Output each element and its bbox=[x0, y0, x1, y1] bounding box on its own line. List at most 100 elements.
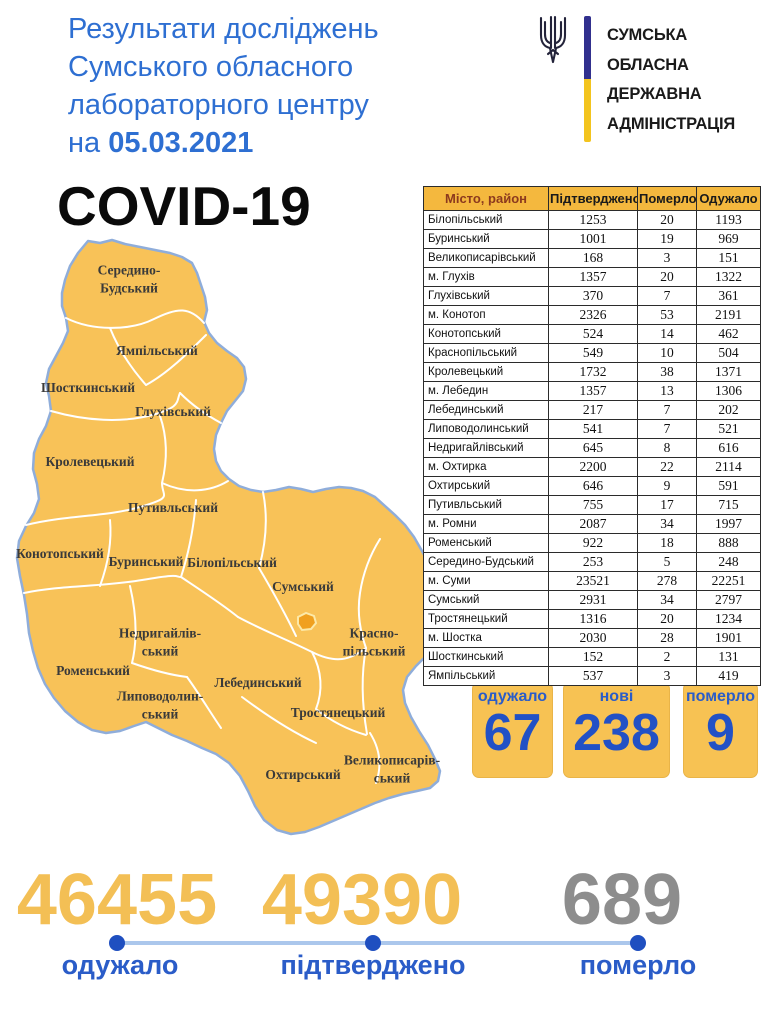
confirmed-cell: 549 bbox=[548, 343, 638, 363]
total-died-label: померло bbox=[579, 950, 697, 980]
table-row: Шосткинський 152 2 131 bbox=[423, 647, 761, 667]
district-name-cell: Глухівський bbox=[423, 286, 549, 306]
died-cell: 18 bbox=[637, 533, 697, 553]
table-row: м. Ромни 2087 34 1997 bbox=[423, 514, 761, 534]
recovered-cell: 2191 bbox=[696, 305, 761, 325]
district-borders bbox=[23, 309, 381, 784]
report-date: 05.03.2021 bbox=[108, 127, 254, 159]
died-cell: 53 bbox=[637, 305, 697, 325]
covid-heading: COVID-19 bbox=[57, 175, 311, 237]
title-line-1: Результати досліджень bbox=[68, 13, 379, 45]
map-label-yampilskyi: Ямпільський bbox=[116, 343, 198, 359]
page-title: Результати досліджень Сумського обласног… bbox=[68, 10, 468, 162]
map-label-okhtyrskyi: Охтирський bbox=[265, 767, 341, 783]
confirmed-cell: 2931 bbox=[548, 590, 638, 610]
died-cell: 14 bbox=[637, 324, 697, 344]
sumy-city-spot bbox=[297, 611, 318, 632]
table-row: Недригайлівський 645 8 616 bbox=[423, 438, 761, 458]
district-name-cell: Недригайлівський bbox=[423, 438, 549, 458]
recovered-cell: 1306 bbox=[696, 381, 761, 401]
confirmed-cell: 922 bbox=[548, 533, 638, 553]
map-label-burynskyi: Буринський bbox=[108, 554, 184, 570]
total-recovered-label: одужало bbox=[61, 950, 179, 980]
confirmed-cell: 253 bbox=[548, 552, 638, 572]
title-line-3: лабораторного центру bbox=[68, 89, 369, 121]
map-label-shostkynskyi: Шосткинський bbox=[41, 380, 135, 396]
recovered-cell: 131 bbox=[696, 647, 761, 667]
district-name-cell: м. Лебедин bbox=[423, 381, 549, 401]
confirmed-cell: 2326 bbox=[548, 305, 638, 325]
district-name-cell: Тростянецький bbox=[423, 609, 549, 629]
map-label-putyvlskyi: Путивльський bbox=[128, 500, 218, 516]
confirmed-cell: 646 bbox=[548, 476, 638, 496]
table-body: Білопільський 1253 20 1193 Буринський 10… bbox=[423, 210, 761, 686]
total-confirmed-label: підтверджено bbox=[280, 950, 466, 980]
recovered-cell: 888 bbox=[696, 533, 761, 553]
confirmed-cell: 1357 bbox=[548, 381, 638, 401]
confirmed-cell: 23521 bbox=[548, 571, 638, 591]
confirmed-cell: 645 bbox=[548, 438, 638, 458]
died-cell: 34 bbox=[637, 590, 697, 610]
timeline-dot bbox=[109, 935, 125, 951]
table-row: Буринський 1001 19 969 bbox=[423, 229, 761, 249]
recovered-cell: 1901 bbox=[696, 628, 761, 648]
recovered-cell: 969 bbox=[696, 229, 761, 249]
recovered-cell: 462 bbox=[696, 324, 761, 344]
table-row: Роменський 922 18 888 bbox=[423, 533, 761, 553]
confirmed-cell: 2087 bbox=[548, 514, 638, 534]
confirmed-cell: 755 bbox=[548, 495, 638, 515]
died-cell: 278 bbox=[637, 571, 697, 591]
map-label-bilopilskyi: Білопільський bbox=[187, 555, 277, 571]
district-name-cell: Конотопський bbox=[423, 324, 549, 344]
recovered-cell: 1322 bbox=[696, 267, 761, 287]
died-cell: 5 bbox=[637, 552, 697, 572]
table-row: Тростянецький 1316 20 1234 bbox=[423, 609, 761, 629]
died-cell: 7 bbox=[637, 286, 697, 306]
col-header-recovered: Одужало bbox=[696, 186, 761, 211]
confirmed-cell: 541 bbox=[548, 419, 638, 439]
confirmed-cell: 1001 bbox=[548, 229, 638, 249]
map-label-lebedynskyi: Лебединський bbox=[214, 675, 302, 691]
died-cell: 28 bbox=[637, 628, 697, 648]
map-label-lypovodolynskyi: Липоводолин- ський bbox=[116, 688, 204, 721]
district-name-cell: м. Глухів bbox=[423, 267, 549, 287]
trident-icon bbox=[539, 15, 567, 64]
district-name-cell: Лебединський bbox=[423, 400, 549, 420]
died-cell: 20 bbox=[637, 609, 697, 629]
title-date-line: на 05.03.2021 bbox=[68, 124, 468, 162]
district-name-cell: м. Шостка bbox=[423, 628, 549, 648]
table-row: м. Конотоп 2326 53 2191 bbox=[423, 305, 761, 325]
table-row: Сумський 2931 34 2797 bbox=[423, 590, 761, 610]
daily-card-label: померло bbox=[685, 688, 756, 705]
confirmed-cell: 168 bbox=[548, 248, 638, 268]
total-recovered-value: 46455 bbox=[16, 860, 218, 940]
district-name-cell: Кролевецький bbox=[423, 362, 549, 382]
district-name-cell: м. Охтирка bbox=[423, 457, 549, 477]
table-row: Середино-Будський 253 5 248 bbox=[423, 552, 761, 572]
district-name-cell: Путивльський bbox=[423, 495, 549, 515]
flag-blue bbox=[584, 16, 591, 79]
died-cell: 9 bbox=[637, 476, 697, 496]
confirmed-cell: 1316 bbox=[548, 609, 638, 629]
district-name-cell: м. Конотоп bbox=[423, 305, 549, 325]
recovered-cell: 521 bbox=[696, 419, 761, 439]
total-died-value: 689 bbox=[561, 860, 683, 940]
org-line-3: ДЕРЖАВНА bbox=[607, 85, 702, 103]
flag-yellow bbox=[584, 79, 591, 142]
daily-card-new: нові 238 bbox=[563, 682, 670, 778]
died-cell: 3 bbox=[637, 666, 697, 686]
died-cell: 2 bbox=[637, 647, 697, 667]
covid-stats-table: Місто, район Підтверджено Померло Одужал… bbox=[423, 186, 761, 686]
title-date-prefix: на bbox=[68, 127, 109, 159]
col-header-confirmed: Підтверджено bbox=[548, 186, 638, 211]
recovered-cell: 151 bbox=[696, 248, 761, 268]
district-name-cell: Краснопільський bbox=[423, 343, 549, 363]
confirmed-cell: 524 bbox=[548, 324, 638, 344]
recovered-cell: 504 bbox=[696, 343, 761, 363]
table-header-row: Місто, район Підтверджено Померло Одужал… bbox=[423, 186, 761, 211]
map-label-trostyanetskyi: Тростянецький bbox=[290, 705, 386, 721]
district-name-cell: Липоводолинський bbox=[423, 419, 549, 439]
daily-card-value: 67 bbox=[483, 704, 542, 762]
recovered-cell: 22251 bbox=[696, 571, 761, 591]
